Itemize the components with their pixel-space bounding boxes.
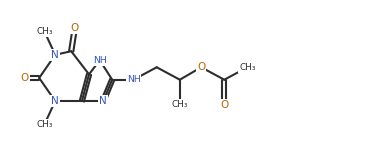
Text: NH: NH: [93, 56, 107, 65]
Text: CH₃: CH₃: [36, 27, 53, 36]
Text: NH: NH: [126, 75, 141, 84]
Text: O: O: [197, 62, 205, 72]
Text: N: N: [99, 96, 107, 106]
Text: O: O: [220, 100, 229, 110]
Text: CH₃: CH₃: [36, 120, 53, 129]
Text: O: O: [21, 73, 29, 83]
Text: O: O: [70, 23, 79, 33]
Text: N: N: [51, 96, 59, 106]
Text: CH₃: CH₃: [239, 63, 256, 72]
Text: N: N: [51, 50, 59, 60]
Text: CH₃: CH₃: [171, 100, 188, 109]
